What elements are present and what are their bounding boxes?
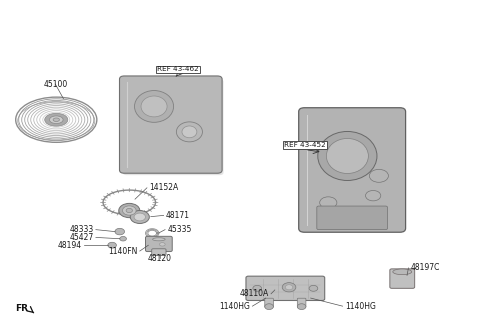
- Text: REF 43-462: REF 43-462: [157, 66, 199, 73]
- Text: 1140FN: 1140FN: [108, 247, 137, 255]
- Text: 48171: 48171: [166, 211, 190, 220]
- Text: FR: FR: [15, 304, 28, 313]
- FancyBboxPatch shape: [246, 276, 324, 301]
- Circle shape: [365, 190, 381, 201]
- FancyBboxPatch shape: [145, 236, 172, 251]
- Text: 45100: 45100: [43, 79, 67, 89]
- Text: 48110A: 48110A: [240, 289, 269, 298]
- Ellipse shape: [159, 243, 165, 246]
- FancyBboxPatch shape: [152, 249, 166, 255]
- Text: 45427: 45427: [69, 233, 94, 242]
- Circle shape: [265, 304, 273, 310]
- Ellipse shape: [393, 269, 412, 275]
- Ellipse shape: [182, 126, 197, 138]
- Circle shape: [253, 285, 262, 291]
- Ellipse shape: [115, 228, 124, 235]
- Circle shape: [369, 169, 388, 182]
- Ellipse shape: [176, 122, 203, 142]
- Ellipse shape: [134, 91, 174, 122]
- Ellipse shape: [130, 211, 149, 223]
- Text: 14152A: 14152A: [149, 183, 179, 192]
- Text: 1140HG: 1140HG: [219, 302, 250, 311]
- Text: 48197C: 48197C: [411, 264, 440, 272]
- Circle shape: [320, 197, 337, 209]
- Circle shape: [285, 285, 293, 290]
- Ellipse shape: [120, 236, 126, 241]
- Ellipse shape: [141, 96, 167, 117]
- Text: 1140HG: 1140HG: [345, 302, 376, 311]
- FancyBboxPatch shape: [120, 76, 222, 173]
- FancyBboxPatch shape: [123, 79, 224, 175]
- Text: 45335: 45335: [168, 225, 192, 234]
- Ellipse shape: [326, 138, 368, 174]
- Ellipse shape: [45, 113, 68, 126]
- Ellipse shape: [119, 203, 140, 218]
- FancyBboxPatch shape: [317, 206, 387, 230]
- Text: 48194: 48194: [58, 241, 82, 250]
- FancyBboxPatch shape: [390, 269, 415, 288]
- FancyBboxPatch shape: [297, 298, 306, 307]
- Ellipse shape: [134, 213, 145, 221]
- FancyBboxPatch shape: [299, 108, 406, 232]
- Circle shape: [297, 304, 306, 310]
- Ellipse shape: [49, 116, 63, 124]
- Ellipse shape: [108, 242, 116, 248]
- Text: 48333: 48333: [69, 225, 94, 234]
- Ellipse shape: [53, 118, 60, 122]
- Ellipse shape: [318, 131, 377, 181]
- Ellipse shape: [153, 238, 165, 241]
- Ellipse shape: [126, 208, 132, 213]
- Text: REF 43-452: REF 43-452: [284, 142, 326, 148]
- Text: 48120: 48120: [148, 254, 172, 263]
- Circle shape: [309, 285, 318, 291]
- FancyBboxPatch shape: [265, 298, 273, 307]
- Circle shape: [282, 283, 296, 292]
- Ellipse shape: [122, 206, 136, 215]
